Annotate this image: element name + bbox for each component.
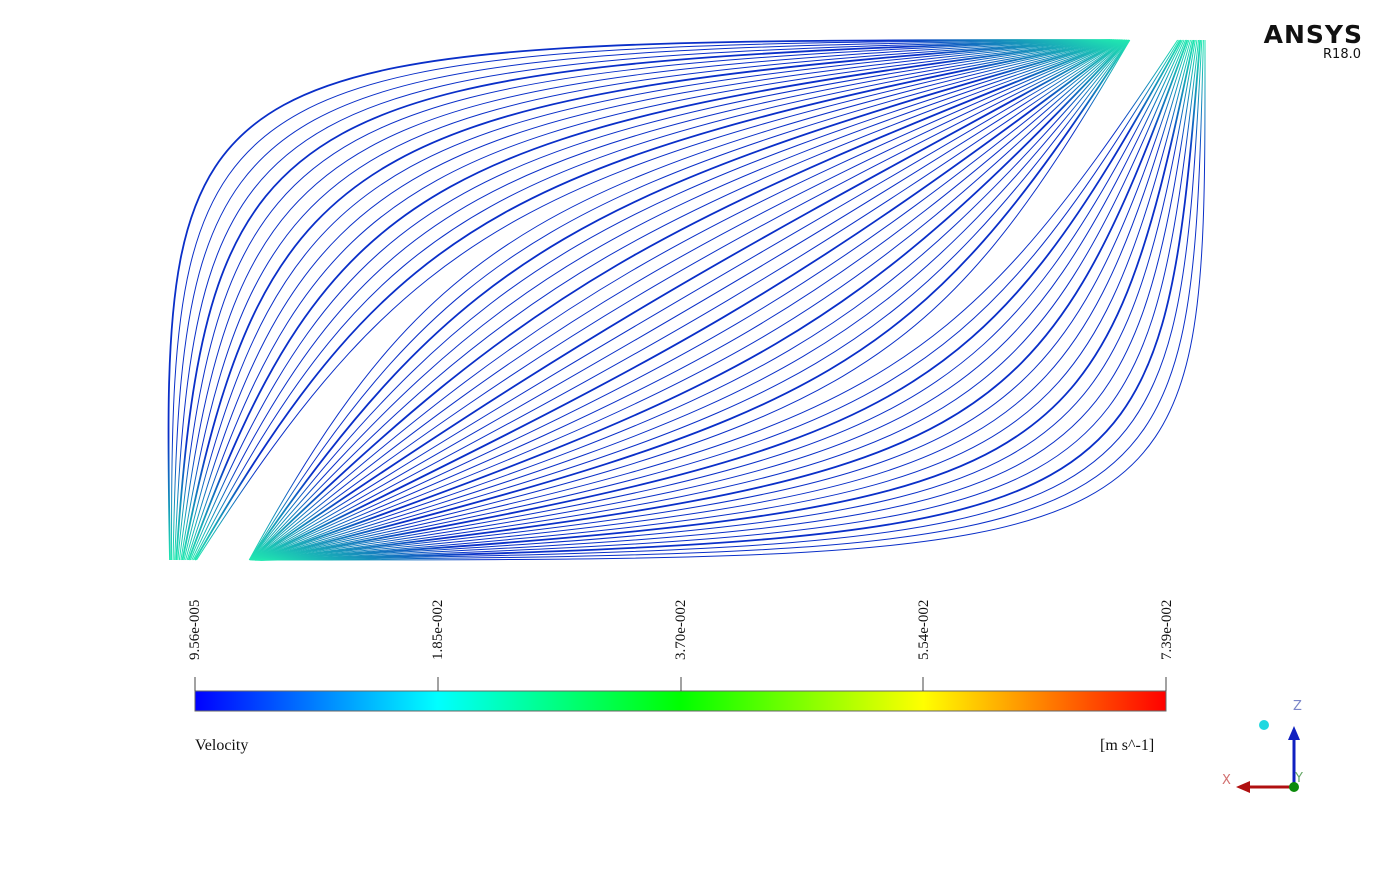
streamline: [181, 39, 1114, 561]
streamline: [260, 39, 1200, 561]
legend-tick-2: 3.70e-002: [673, 599, 689, 660]
streamline: [250, 39, 1122, 561]
streamline: [259, 39, 1191, 561]
streamline: [167, 39, 1111, 561]
streamline: [192, 39, 1118, 561]
streamline: [261, 39, 1203, 561]
streamline: [174, 39, 1112, 561]
legend-tick-1: 1.85e-002: [430, 599, 446, 660]
streamline: [183, 39, 1115, 561]
streamline: [249, 39, 1121, 561]
streamline: [254, 39, 1128, 561]
legend-units: [m s^-1]: [1100, 737, 1155, 754]
streamline: [261, 39, 1206, 561]
streamline: [185, 39, 1115, 561]
streamline: [259, 39, 1193, 561]
streamline: [257, 39, 1185, 561]
streamline: [258, 39, 1190, 561]
streamline: [177, 39, 1113, 561]
streamline: [255, 39, 1131, 561]
streamline: [196, 39, 1119, 561]
ansys-logo: ANSYS R18.0: [1264, 22, 1363, 62]
streamline: [252, 39, 1125, 561]
legend-variable: Velocity: [195, 737, 249, 754]
streamline: [256, 39, 1180, 561]
triad-y-label: Y: [1295, 771, 1303, 786]
streamline: [250, 39, 1121, 561]
legend-tick-0: 9.56e-005: [187, 599, 203, 660]
streamline: [250, 39, 1122, 561]
streamline: [260, 39, 1196, 561]
streamline: [253, 39, 1127, 561]
logo-brand: ANSYS: [1263, 20, 1363, 49]
streamline: [258, 39, 1187, 561]
streamline: [258, 39, 1189, 561]
streamline: [191, 39, 1117, 561]
streamline: [187, 39, 1116, 561]
streamline: [251, 39, 1123, 561]
streamline: [254, 39, 1127, 561]
streamline: [257, 39, 1182, 561]
streamline: [248, 39, 1119, 561]
streamline: [180, 39, 1114, 561]
streamline: [254, 39, 1129, 561]
streamline: [261, 39, 1202, 561]
axis-triad[interactable]: [1210, 700, 1330, 810]
triad-x-label: X: [1222, 773, 1231, 788]
streamline: [249, 39, 1120, 561]
streamline: [171, 39, 1111, 561]
streamline: [255, 39, 1130, 561]
streamline: [253, 39, 1126, 561]
y-axis-icon: [1289, 782, 1299, 792]
streamline: [255, 39, 1129, 561]
streamline: [172, 39, 1111, 561]
triad-z-label: Z: [1293, 699, 1302, 714]
streamline: [189, 39, 1117, 561]
streamline: [260, 39, 1198, 561]
triad-origin-icon: [1259, 720, 1269, 730]
streamline: [251, 39, 1124, 561]
streamline: [251, 39, 1124, 561]
streamline: [254, 39, 1129, 561]
streamline: [259, 39, 1195, 561]
streamline: [256, 39, 1179, 561]
streamline: [249, 39, 1120, 561]
streamline: [194, 39, 1118, 561]
streamline: [175, 39, 1112, 561]
legend-tick-3: 5.54e-002: [916, 599, 932, 660]
streamline: [253, 39, 1127, 561]
streamline: [251, 39, 1123, 561]
streamline: [178, 39, 1113, 561]
legend-tick-4: 7.39e-002: [1159, 599, 1175, 660]
streamline: [252, 39, 1125, 561]
streamline: [261, 39, 1204, 561]
logo-version: R18.0: [1323, 47, 1361, 62]
streamline: [256, 39, 1131, 561]
streamline: [257, 39, 1183, 561]
streamline: [186, 39, 1116, 561]
